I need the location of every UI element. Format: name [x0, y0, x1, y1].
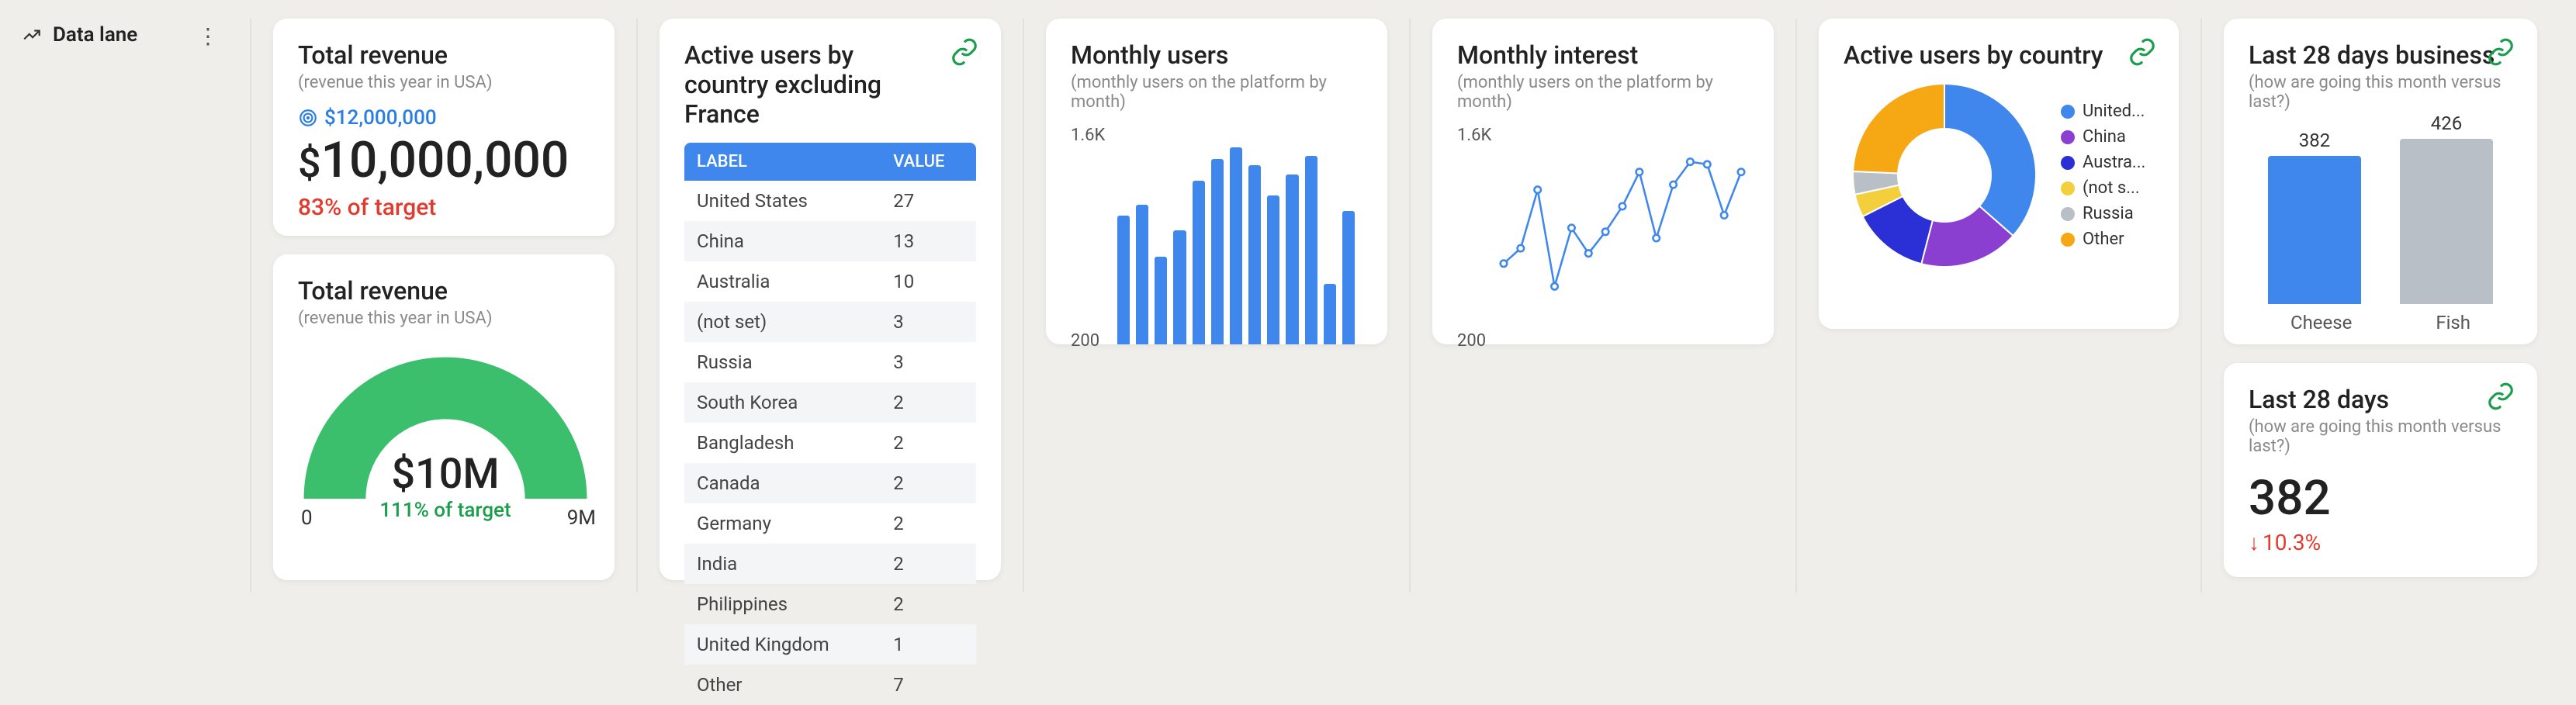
- card-subtitle: (revenue this year in USA): [298, 309, 590, 328]
- card-last28-business[interactable]: Last 28 days business (how are going thi…: [2224, 19, 2537, 344]
- table-row: Other7: [684, 665, 976, 705]
- revenue-target: $12,000,000: [298, 106, 590, 130]
- link-icon[interactable]: [2486, 37, 2515, 67]
- bars28-labels: CheeseFish: [2249, 312, 2512, 333]
- y-label-bottom: 200: [1457, 331, 1486, 351]
- target-icon: [298, 108, 318, 128]
- table-header: VALUE: [881, 143, 976, 181]
- bar: [1117, 216, 1130, 344]
- card-subtitle: (how are going this month versus last?): [2249, 73, 2512, 112]
- card-subtitle: (how are going this month versus last?): [2249, 417, 2512, 456]
- link-icon[interactable]: [950, 37, 979, 67]
- legend-item: Austra...: [2061, 153, 2145, 172]
- card-subtitle: (revenue this year in USA): [298, 73, 590, 92]
- bar: [1286, 175, 1298, 344]
- bar: [1305, 156, 1317, 344]
- link-icon[interactable]: [2486, 382, 2515, 411]
- legend-item: Other: [2061, 230, 2145, 249]
- bar: [1267, 195, 1279, 344]
- legend-item: United...: [2061, 102, 2145, 121]
- card-users-donut[interactable]: Active users by country United... China Au…: [1819, 19, 2179, 329]
- legend-item: Russia: [2061, 204, 2145, 223]
- bar: [1248, 165, 1261, 344]
- donut-legend: United... China Austra... (not s... Russia Ot…: [2061, 95, 2145, 255]
- legend-item: (not s...: [2061, 178, 2145, 198]
- lane-title: Data lane: [22, 23, 137, 47]
- y-label-top: 1.6K: [1457, 126, 1491, 145]
- card-subtitle: (monthly users on the platform by month): [1457, 73, 1749, 112]
- bar: [1193, 181, 1205, 344]
- card-total-revenue-gauge[interactable]: Total revenue (revenue this year in USA)…: [273, 254, 615, 580]
- table-row: (not set)3: [684, 302, 976, 342]
- card-subtitle: (monthly users on the platform by month): [1071, 73, 1362, 112]
- revenue-pct: 83% of target: [298, 194, 590, 221]
- table-row: Bangladesh2: [684, 423, 976, 463]
- gauge: 0 9M $10M 111% of target: [298, 351, 593, 522]
- card-title: Last 28 days: [2249, 385, 2512, 414]
- bar: [1230, 147, 1242, 344]
- card-monthly-interest[interactable]: Monthly interest (monthly users on the p…: [1432, 19, 1774, 344]
- card-title: Total revenue: [298, 40, 590, 70]
- table-row: Canada2: [684, 463, 976, 503]
- card-monthly-users[interactable]: Monthly users (monthly users on the plat…: [1046, 19, 1387, 344]
- donut-chart: [1844, 74, 2045, 276]
- lane-title-text: Data lane: [53, 23, 137, 47]
- arrow-down-icon: ↓: [2249, 530, 2259, 555]
- revenue-target-value: $12,000,000: [324, 106, 437, 130]
- gauge-value: $10M: [298, 450, 593, 499]
- lane-menu-button[interactable]: ⋮: [191, 23, 225, 49]
- table-row: Germany2: [684, 503, 976, 544]
- kpi-delta: ↓10.3%: [2249, 530, 2512, 555]
- gauge-pct: 111% of target: [298, 499, 593, 522]
- line-chart: 1.6K 200: [1457, 126, 1749, 351]
- users-table: LABELVALUE United States27China13Austral…: [684, 143, 976, 705]
- bar: [1211, 159, 1224, 344]
- bar: [1342, 211, 1355, 344]
- bar: [1136, 205, 1148, 344]
- bars28-chart: 382426: [2249, 126, 2512, 304]
- legend-item: China: [2061, 127, 2145, 147]
- card-users-table[interactable]: Active users by country excluding France…: [660, 19, 1001, 580]
- table-row: India2: [684, 544, 976, 584]
- bar: [1324, 284, 1336, 344]
- card-title: Active users by country excluding France: [684, 40, 976, 129]
- table-header: LABEL: [684, 143, 881, 181]
- card-title: Monthly users: [1071, 40, 1362, 70]
- bar-col: 382: [2268, 130, 2361, 304]
- table-row: South Korea2: [684, 382, 976, 423]
- card-title: Total revenue: [298, 276, 590, 306]
- y-label-top: 1.6K: [1071, 126, 1105, 145]
- link-icon[interactable]: [2128, 37, 2157, 67]
- chart-icon: [22, 25, 42, 45]
- table-row: Australia10: [684, 261, 976, 302]
- table-row: United Kingdom1: [684, 624, 976, 665]
- card-title: Active users by country: [1844, 40, 2154, 70]
- bar-chart: 1.6K 200: [1071, 126, 1362, 351]
- card-title: Last 28 days business: [2249, 40, 2512, 70]
- bar: [1155, 257, 1167, 345]
- y-label-bottom: 200: [1071, 331, 1099, 351]
- revenue-value: $10,000,000: [298, 131, 590, 189]
- table-row: Russia3: [684, 342, 976, 382]
- card-last28[interactable]: Last 28 days (how are going this month v…: [2224, 363, 2537, 577]
- card-title: Monthly interest: [1457, 40, 1749, 70]
- card-total-revenue[interactable]: Total revenue (revenue this year in USA)…: [273, 19, 615, 236]
- table-row: Philippines2: [684, 584, 976, 624]
- kpi-value: 382: [2249, 470, 2512, 527]
- bar-col: 426: [2400, 112, 2493, 304]
- table-row: China13: [684, 221, 976, 261]
- bar: [1173, 230, 1186, 344]
- table-row: United States27: [684, 181, 976, 221]
